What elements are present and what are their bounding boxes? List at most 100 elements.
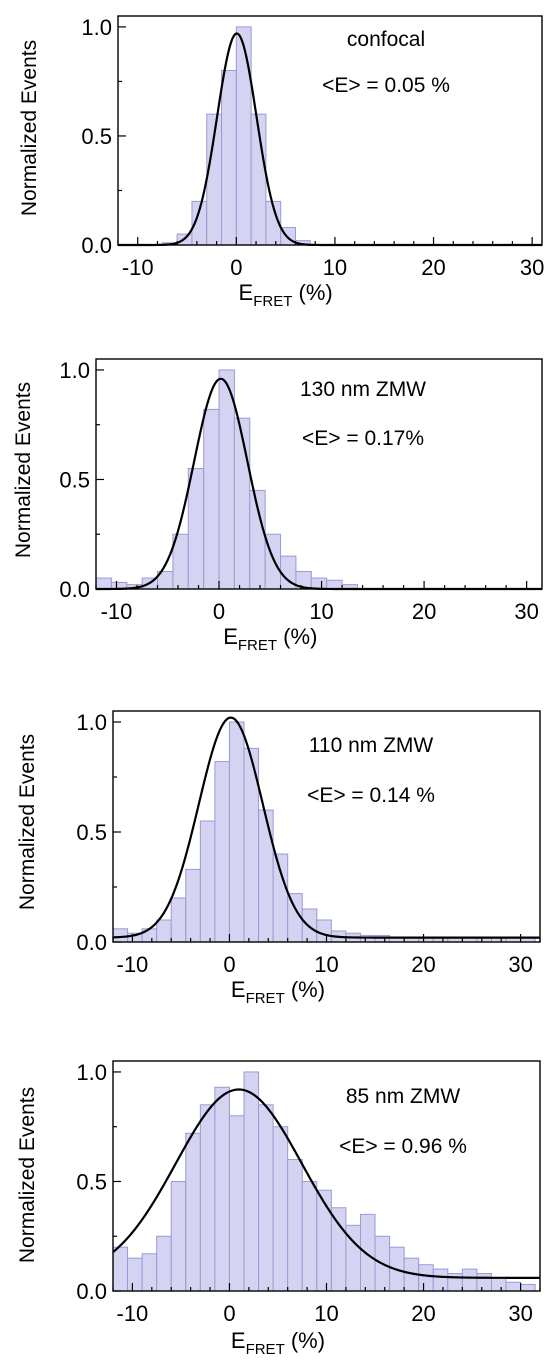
panel-4: 0.0 0.5 1.0 -10 0 10 20 30 Normalized Events EFRE… xyxy=(16,1060,541,1358)
y-axis-label: Normalized Events xyxy=(18,40,41,216)
x-tick-label: 0 xyxy=(223,952,235,977)
histogram-bar xyxy=(141,1253,158,1292)
x-tick-label: 20 xyxy=(412,599,436,624)
histogram-bar xyxy=(272,853,289,943)
x-tick-label: 20 xyxy=(421,255,445,280)
y-axis-label: Normalized Events xyxy=(12,382,35,558)
histogram-bar xyxy=(330,1207,347,1292)
histogram-bar xyxy=(221,70,237,246)
histogram-bar xyxy=(258,1104,274,1292)
histogram-bar xyxy=(185,1132,201,1292)
x-axis-label-main: E xyxy=(231,977,246,1002)
panel-1: 0.0 0.5 1.0 -10 0 10 20 30 Normalized Events EFRE… xyxy=(18,15,544,310)
histogram-bar xyxy=(187,468,205,590)
x-axis-label-unit: (%) xyxy=(292,280,332,305)
x-axis-label-subscript: FRET xyxy=(246,1341,285,1358)
sample-annotation: 85 nm ZMW xyxy=(346,1085,461,1108)
x-tick-label: -10 xyxy=(117,952,149,977)
sample-annotation: 110 nm ZMW xyxy=(309,734,434,757)
histogram-bar xyxy=(228,1115,245,1292)
x-axis-label-subscript: FRET xyxy=(238,637,277,654)
x-tick-label: -10 xyxy=(122,255,154,280)
x-tick-label: 10 xyxy=(323,255,347,280)
histogram-bar xyxy=(112,1246,129,1292)
y-tick-label: 0.5 xyxy=(76,1169,107,1194)
histogram-bar xyxy=(203,408,220,590)
histogram-bar xyxy=(95,577,112,590)
sample-annotation: 130 nm ZMW xyxy=(300,378,426,401)
x-tick-label: 30 xyxy=(520,255,544,280)
histogram-bar xyxy=(199,1104,216,1292)
histogram-bar xyxy=(490,1277,507,1292)
histogram-bar xyxy=(218,369,235,590)
histogram-bar xyxy=(199,820,216,943)
mean-efficiency-annotation: <E> = 0.05 % xyxy=(322,74,450,97)
x-tick-label: 0 xyxy=(213,599,225,624)
y-tick-label: 1.0 xyxy=(76,1060,107,1085)
y-axis-label: Normalized Events xyxy=(16,734,39,910)
mean-efficiency-annotation: <E> = 0.17% xyxy=(302,427,424,450)
histogram-bar xyxy=(156,919,172,943)
x-tick-label: 20 xyxy=(411,1301,435,1326)
x-axis-label: EFRET (%) xyxy=(223,624,317,654)
y-axis-label: Normalized Events xyxy=(16,1087,39,1263)
x-axis-label-main: E xyxy=(239,280,254,305)
x-axis-label-unit: (%) xyxy=(285,1328,325,1353)
y-tick-label: 0.0 xyxy=(76,1279,107,1304)
panel-2: 0.0 0.5 1.0 -10 0 10 20 30 Normalized Events EFRE… xyxy=(12,358,543,654)
x-axis-label-unit: (%) xyxy=(277,624,317,649)
x-axis-label-unit: (%) xyxy=(285,977,325,1002)
fit-curve xyxy=(112,1088,541,1279)
histogram-bar xyxy=(461,1268,478,1292)
x-tick-label: 30 xyxy=(508,952,532,977)
mean-efficiency-annotation: <E> = 0.14 % xyxy=(307,784,435,807)
y-tick-label: 0.0 xyxy=(59,577,90,602)
plot-frame xyxy=(95,358,543,590)
x-tick-label: 0 xyxy=(223,1301,235,1326)
fit-curve xyxy=(96,377,542,591)
histogram-bar xyxy=(432,1268,449,1292)
histogram-bar xyxy=(214,1086,230,1292)
x-tick-label: 20 xyxy=(411,952,435,977)
y-tick-label: 1.0 xyxy=(76,710,107,735)
x-axis-label-main: E xyxy=(223,624,238,649)
histogram-bar xyxy=(243,1071,260,1292)
x-tick-label: 10 xyxy=(314,1301,338,1326)
fit-curve xyxy=(118,32,542,247)
sample-annotation: confocal xyxy=(347,28,425,51)
x-axis-label: EFRET (%) xyxy=(231,977,325,1007)
mean-efficiency-annotation: <E> = 0.96 % xyxy=(339,1135,467,1158)
histogram-bar xyxy=(258,809,274,943)
histogram-bar xyxy=(520,1283,536,1292)
x-axis-label-subscript: FRET xyxy=(246,990,285,1007)
histogram-bar xyxy=(316,1189,332,1292)
histogram-bar xyxy=(228,721,245,943)
x-axis-label: EFRET (%) xyxy=(231,1328,325,1358)
histogram-bar xyxy=(316,919,332,943)
histogram-bar xyxy=(310,577,328,590)
x-tick-label: 30 xyxy=(514,599,538,624)
plot-frame xyxy=(117,15,543,246)
y-tick-label: 0.5 xyxy=(81,124,112,149)
histogram-bar xyxy=(287,1159,303,1292)
histogram-bar xyxy=(170,897,187,943)
histogram-bar xyxy=(112,928,129,943)
histogram-bar xyxy=(185,868,201,943)
x-tick-label: -10 xyxy=(101,599,133,624)
x-axis-label: EFRET (%) xyxy=(239,280,333,310)
histogram-bar xyxy=(127,1257,143,1292)
y-tick-label: 1.0 xyxy=(59,358,90,383)
y-tick-label: 0.5 xyxy=(76,820,107,845)
histogram-bar xyxy=(235,26,252,246)
x-tick-label: 30 xyxy=(508,1301,532,1326)
histogram-bar xyxy=(214,761,230,943)
histogram-bar xyxy=(418,1264,434,1292)
histogram-bar xyxy=(170,1180,187,1292)
panel-3: 0.0 0.5 1.0 -10 0 10 20 30 Normalized Events EFRE… xyxy=(16,710,541,1007)
x-tick-label: -10 xyxy=(117,1301,149,1326)
histogram-bar xyxy=(233,417,251,590)
y-tick-label: 0.0 xyxy=(81,233,112,258)
x-tick-label: 10 xyxy=(309,599,333,624)
histogram-bar xyxy=(156,1235,172,1292)
